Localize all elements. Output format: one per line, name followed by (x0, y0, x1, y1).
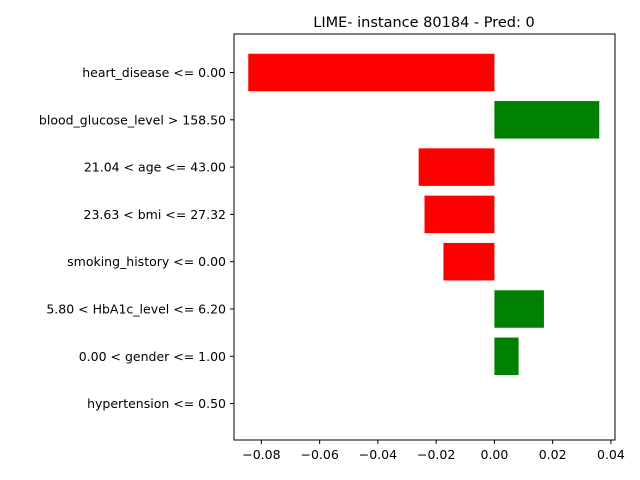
plot-frame (233, 33, 616, 441)
bar-3 (424, 195, 495, 234)
x-tick-label-5: 0.02 (539, 447, 567, 462)
bar-6 (494, 337, 519, 376)
x-tick-label-1: −0.06 (300, 447, 338, 462)
y-tick-label-0: heart_disease <= 0.00 (82, 65, 226, 80)
bar-4 (443, 242, 495, 281)
y-tick-label-6: 0.00 < gender <= 1.00 (79, 349, 226, 364)
bar-1 (494, 101, 600, 139)
x-tick-label-6: 0.04 (597, 447, 625, 462)
bar-5 (494, 290, 544, 328)
x-tick-label-2: −0.04 (359, 447, 397, 462)
chart-title: LIME- instance 80184 - Pred: 0 (313, 15, 534, 31)
x-tick-label-3: −0.02 (417, 447, 455, 462)
y-tick-label-5: 5.80 < HbA1c_level <= 6.20 (46, 302, 226, 317)
x-tick-label-4: 0.00 (480, 447, 508, 462)
y-tick-label-2: 21.04 < age <= 43.00 (84, 160, 226, 175)
x-tick-label-0: −0.08 (242, 447, 280, 462)
y-tick-label-1: blood_glucose_level > 158.50 (39, 112, 226, 127)
bar-2 (418, 148, 495, 186)
y-axis-ticks: heart_disease <= 0.00 blood_glucose_level… (39, 65, 234, 411)
bars-layer (248, 53, 600, 376)
bar-0 (248, 53, 495, 92)
y-tick-label-7: hypertension <= 0.50 (87, 396, 226, 411)
y-tick-label-3: 23.63 < bmi <= 27.32 (84, 207, 226, 222)
x-axis-ticks: −0.08 −0.06 −0.04 −0.02 0.00 0.02 0.04 (242, 440, 625, 462)
y-tick-label-4: smoking_history <= 0.00 (67, 254, 226, 269)
